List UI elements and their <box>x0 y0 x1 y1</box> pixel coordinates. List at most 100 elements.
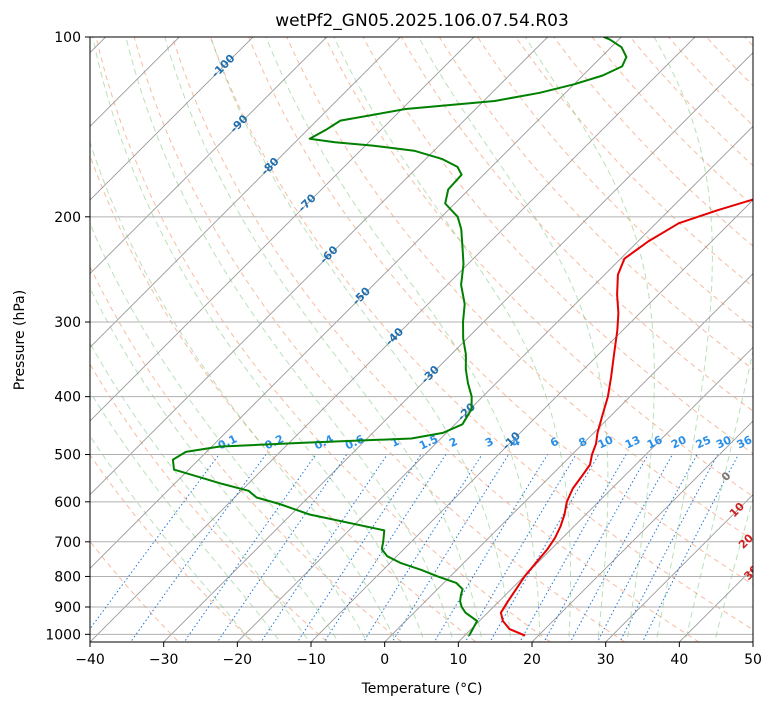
isotherm-line <box>90 37 622 569</box>
moist-adiabat-label: 40 <box>755 593 775 613</box>
x-tick-label: 0 <box>380 652 389 668</box>
dry-adiabat <box>90 265 403 642</box>
isotherm-line <box>90 37 549 496</box>
mixing-ratio-line <box>391 454 510 642</box>
mixing-ratio-line <box>260 454 388 642</box>
moist-adiabat <box>90 140 397 642</box>
moist-adiabat <box>713 496 753 642</box>
moist-adiabat <box>90 434 252 642</box>
moist-adiabat-label: 10 <box>727 500 747 520</box>
moist-adiabat <box>418 37 609 642</box>
moist-adiabat <box>125 37 454 642</box>
moist-adiabat <box>90 390 281 642</box>
x-tick-label: 50 <box>744 652 762 668</box>
mixing-ratio-line <box>464 454 577 642</box>
isotherm-line <box>90 37 475 422</box>
isotherm-line <box>90 37 254 201</box>
mixing-ratio-line <box>296 454 422 642</box>
isotherm-label: -40 <box>383 325 406 348</box>
dry-adiabat <box>90 154 477 642</box>
isotherm-line <box>457 346 753 642</box>
dewpoint-profile <box>171 37 628 637</box>
moist-adiabat <box>653 37 713 642</box>
y-tick-label: 100 <box>54 30 81 46</box>
dry-adiabat <box>667 37 753 127</box>
dry-adiabat <box>133 37 626 642</box>
x-tick-label: 30 <box>597 652 615 668</box>
mixing-ratio-line <box>216 454 348 642</box>
isotherm-label: -50 <box>350 284 373 307</box>
mixing-ratio-label: 0.6 <box>343 432 366 452</box>
moist-adiabat <box>92 37 426 642</box>
mixing-ratio-line <box>323 454 447 642</box>
moist-adiabat <box>164 37 483 642</box>
mixing-ratio-line <box>619 454 719 642</box>
y-tick-label: 200 <box>54 210 81 226</box>
dry-adiabat <box>744 37 753 47</box>
isotherm-line <box>90 37 401 348</box>
mixing-ratio-label: 20 <box>669 433 689 451</box>
mixing-ratio-label: 3 <box>483 435 495 450</box>
y-tick-label: 700 <box>54 535 81 551</box>
isotherm-label: -70 <box>296 191 319 214</box>
isotherm-label: -90 <box>227 112 250 135</box>
dry-adiabat <box>90 363 329 642</box>
mixing-ratio-line <box>183 454 317 642</box>
isotherm-line <box>752 641 753 642</box>
y-tick-label: 900 <box>54 600 81 616</box>
mixing-ratio-line <box>642 454 739 642</box>
isotherm-line <box>384 273 753 642</box>
mixing-ratio-label: 2 <box>447 435 459 450</box>
moist-adiabat <box>210 37 512 642</box>
mixing-ratio-line <box>362 454 483 642</box>
x-axis-title: Temperature (°C) <box>361 681 483 697</box>
isotherm-line <box>90 37 328 275</box>
dry-adiabat <box>770 24 775 647</box>
moist-adiabat <box>90 342 310 642</box>
dry-adiabat <box>362 37 753 455</box>
isotherm-line <box>678 567 753 642</box>
axes: −40 −30 −20 −10 0 10 20 30 40 5010020030040050060… <box>45 30 762 668</box>
mixing-ratio-label: 13 <box>623 433 642 451</box>
x-tick-label: 40 <box>670 652 688 668</box>
isotherm-labels: -100-90-80-70-60-50-40-30-20-100.1 0.2 0.4… <box>209 51 775 613</box>
y-tick-label: 1000 <box>45 627 81 643</box>
chart-title: wetPf2_GN05.2025.106.07.54.R03 <box>275 11 569 31</box>
mixing-ratio-line <box>596 454 698 642</box>
isotherm-label: -80 <box>258 155 281 178</box>
y-axis-title: Pressure (hPa) <box>12 290 28 390</box>
mixing-ratio-line <box>569 454 673 642</box>
y-tick-label: 300 <box>54 315 81 331</box>
mixing-ratio-label: 0.1 <box>216 432 239 452</box>
mixing-ratio-line <box>433 454 548 642</box>
x-tick-label: −40 <box>75 652 105 668</box>
dry-adiabat <box>591 37 753 207</box>
dry-adiabat <box>553 37 753 247</box>
isotherm-line <box>236 125 753 642</box>
y-tick-label: 400 <box>54 390 81 406</box>
mixing-ratio-line <box>90 454 220 630</box>
moist-adiabat <box>90 287 339 642</box>
moist-adiabat <box>265 37 541 642</box>
dry-adiabat <box>705 37 753 87</box>
mixing-ratio-label: 16 <box>645 433 665 451</box>
isotherm-label: -100 <box>209 51 238 80</box>
dry-adiabat <box>209 37 753 631</box>
temperature-profile <box>499 198 753 637</box>
y-tick-label: 800 <box>54 569 81 585</box>
moist-adiabat <box>684 349 753 642</box>
isotherm-line <box>310 199 753 642</box>
x-tick-label: −10 <box>296 652 326 668</box>
mixing-ratio-label: 10 <box>596 433 616 451</box>
isotherm-label: -30 <box>419 363 442 386</box>
x-tick-label: −20 <box>223 652 253 668</box>
x-tick-label: 20 <box>523 652 541 668</box>
mixing-ratio-label: 36 <box>735 433 755 451</box>
dry-adiabat <box>477 37 753 329</box>
background-lines <box>90 24 775 647</box>
moist-adiabat-label: 0 <box>719 469 734 484</box>
isotherm-line <box>90 37 180 127</box>
moist-adiabat <box>333 37 571 642</box>
